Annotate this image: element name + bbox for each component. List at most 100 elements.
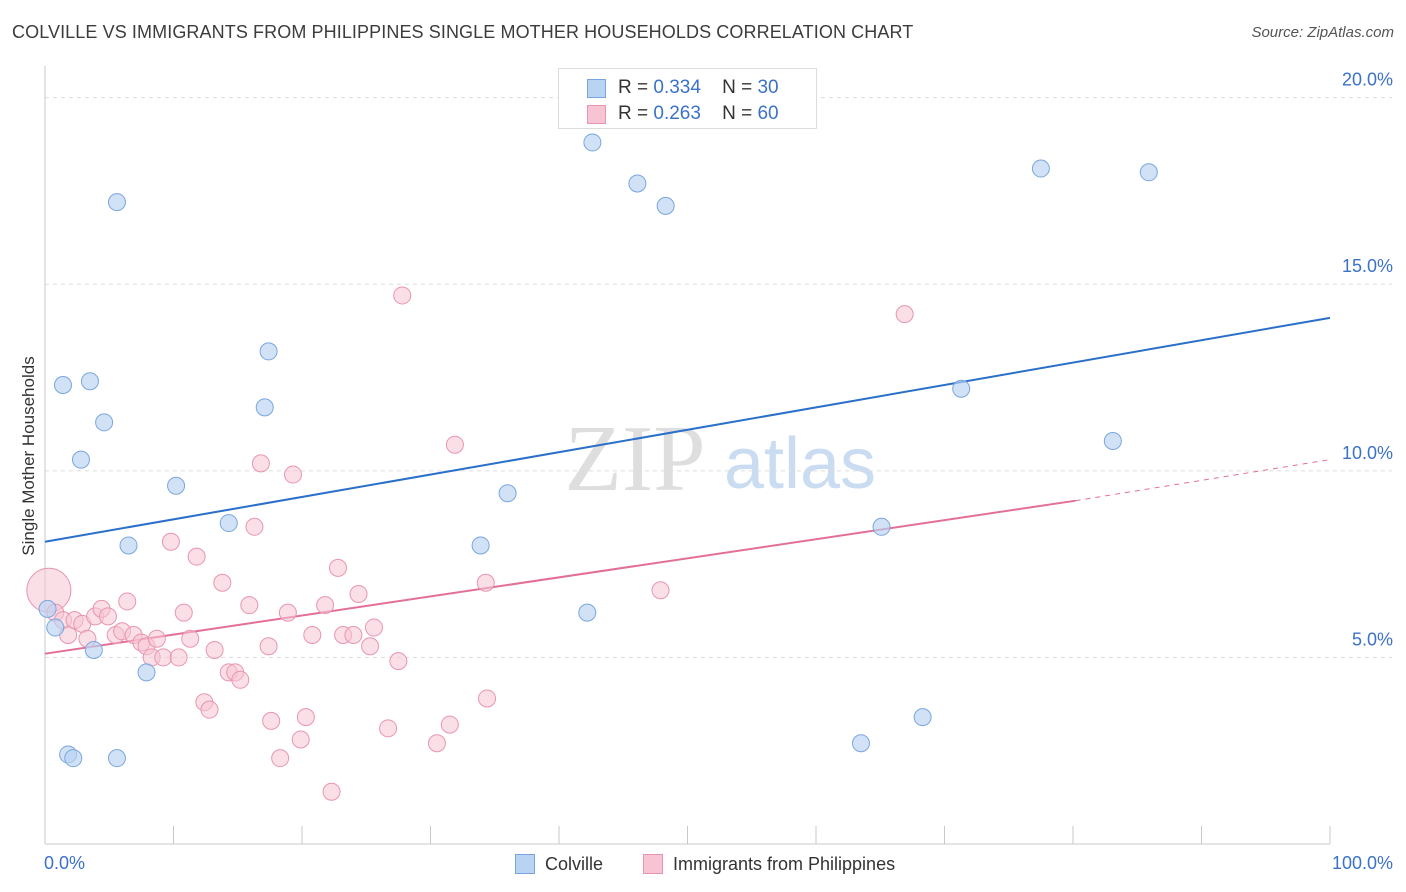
colville-point	[471, 536, 490, 555]
colville-point	[53, 376, 72, 394]
philippines-point	[476, 573, 495, 592]
colville-point	[137, 663, 156, 682]
colville-point	[656, 196, 675, 215]
n-value: 60	[757, 103, 779, 124]
pink-swatch-icon	[643, 854, 663, 874]
r-value: 0.263	[653, 103, 701, 124]
philippines-point	[364, 618, 383, 637]
legend-row-philippines: R = 0.263 N = 60	[587, 101, 779, 127]
colville-point	[107, 193, 126, 212]
x-tick-label: 0.0%	[44, 853, 85, 873]
colville-point	[583, 133, 602, 152]
axes	[44, 66, 1331, 845]
tick-labels: 5.0% 10.0% 15.0% 20.0% 0.0% 100.0%	[44, 70, 1393, 873]
colville-point	[167, 476, 186, 495]
colville-point	[628, 174, 647, 193]
grid-lines	[45, 97, 1392, 658]
philippines-point	[147, 629, 166, 648]
pink-swatch-icon	[587, 104, 606, 124]
philippines-trend-line	[44, 499, 1076, 655]
philippines-trend-extension	[1075, 459, 1331, 502]
n-value: 30	[757, 77, 779, 98]
philippines-point	[240, 596, 259, 615]
philippines-point	[296, 708, 315, 727]
colville-point	[119, 536, 138, 555]
colville-point	[64, 749, 83, 768]
philippines-point	[245, 517, 264, 536]
colville-point	[71, 450, 90, 469]
colville-point	[952, 379, 971, 398]
colville-point	[578, 603, 597, 622]
philippines-point	[440, 715, 459, 734]
r-value: 0.334	[653, 77, 701, 98]
philippines-point	[231, 670, 250, 689]
philippines-point	[393, 286, 412, 305]
colville-point	[84, 640, 103, 659]
chart-title: COLVILLE VS IMMIGRANTS FROM PHILIPPINES …	[12, 22, 914, 42]
colville-point	[851, 734, 870, 753]
colville-point	[872, 517, 891, 536]
legend-label: Colville	[545, 853, 604, 874]
philippines-point	[98, 607, 117, 626]
colville-point	[1031, 159, 1050, 178]
colville-point	[46, 618, 65, 637]
philippines-point	[271, 749, 290, 768]
legend-item-philippines: Immigrants from Philippines	[643, 850, 895, 878]
philippines-point	[259, 637, 278, 656]
r-label: R =	[618, 77, 649, 98]
colville-point	[259, 342, 278, 361]
philippines-point	[895, 305, 914, 324]
philippines-point	[154, 648, 173, 667]
philippines-point	[344, 626, 363, 645]
source-label: Source: ZipAtlas.com	[1251, 24, 1394, 41]
philippines-point	[169, 648, 188, 667]
y-tick-label: 15.0%	[1342, 256, 1393, 276]
legend-row-colville: R = 0.334 N = 30	[587, 75, 779, 101]
trend-lines	[44, 316, 1331, 655]
watermark: ZIP atlas	[565, 407, 877, 511]
legend-item-colville: Colville	[515, 850, 603, 878]
n-label: N =	[722, 77, 753, 98]
philippines-point	[389, 652, 408, 671]
blue-swatch-icon	[515, 854, 535, 874]
colville-point	[80, 372, 99, 391]
colville-point	[255, 398, 274, 417]
colville-point	[498, 484, 517, 503]
philippines-point	[251, 454, 270, 473]
colville-point	[1103, 431, 1122, 450]
philippines-point	[379, 719, 398, 738]
philippines-point	[187, 547, 206, 566]
colville-trend-line	[44, 316, 1331, 543]
blue-swatch-icon	[587, 78, 606, 98]
philippines-point	[118, 592, 137, 611]
y-tick-label: 5.0%	[1352, 629, 1393, 649]
philippines-point	[478, 689, 497, 708]
legend-label: Immigrants from Philippines	[673, 853, 896, 874]
x-tick-label: 100.0%	[1332, 853, 1393, 873]
philippines-point	[322, 782, 341, 801]
philippines-point	[284, 465, 303, 484]
n-label: N =	[722, 103, 753, 124]
philippines-point	[328, 558, 347, 577]
colville-point	[1139, 163, 1158, 182]
philippines-point	[213, 573, 232, 592]
philippines-point	[361, 637, 380, 656]
y-tick-label: 20.0%	[1342, 70, 1393, 90]
data-points	[26, 133, 1158, 801]
colville-point	[219, 514, 238, 533]
philippines-point	[278, 603, 297, 622]
correlation-legend: R = 0.334 N = 30 R = 0.263 N = 60	[558, 68, 817, 129]
r-label: R =	[618, 103, 649, 124]
colville-point	[107, 749, 126, 768]
philippines-point	[174, 603, 193, 622]
philippines-point	[181, 629, 200, 648]
philippines-point	[427, 734, 446, 753]
watermark-zip: ZIP	[565, 407, 706, 511]
y-tick-label: 10.0%	[1342, 443, 1393, 463]
philippines-point	[349, 584, 368, 603]
colville-point	[913, 708, 932, 727]
colville-point	[38, 599, 57, 618]
philippines-point	[205, 640, 224, 659]
philippines-point	[161, 532, 180, 551]
